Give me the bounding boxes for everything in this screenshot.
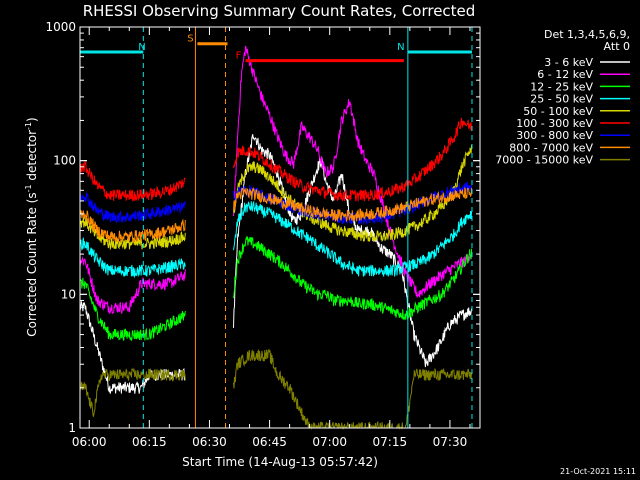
legend-item-25-50-kev: 25 - 50 keV [530, 93, 630, 106]
legend-item-50-100-kev: 50 - 100 keV [523, 105, 630, 118]
series-line-800-7000-kev-seg-1 [79, 209, 186, 244]
y-tick-label-100: 100 [53, 154, 76, 168]
legend-item-12-25-kev: 12 - 25 keV [530, 80, 630, 93]
x-tick-label-0730: 07:30 [433, 435, 468, 449]
tick-layer: 1 10 100 1000 06:00 06:15 06:30 06:45 07:00 07:15… [45, 20, 480, 449]
series-line-25-50-kev-seg-1 [79, 237, 186, 279]
x-tick-label-0630: 06:30 [192, 435, 227, 449]
plot-frame [79, 26, 481, 429]
series-line-7000-15000-kev-seg-2 [233, 348, 473, 430]
y-axis-label-end: ) [25, 117, 39, 122]
flag-label-s-3: S [187, 34, 193, 45]
series-line-300-800-kev-seg-1 [79, 191, 186, 223]
legend-header-2: Att 0 [604, 40, 630, 53]
legend-label-3-6-kev: 3 - 6 keV [544, 56, 593, 69]
series-12-25-kev [79, 236, 473, 342]
y-axis-label-mid: detector [25, 130, 39, 185]
chart-title: RHESSI Observing Summary Count Rates, Co… [83, 2, 476, 20]
series-line-12-25-kev-seg-1 [79, 277, 186, 342]
series-layer [79, 45, 473, 430]
y-axis-label-main: Corrected Count Rate (s [25, 192, 39, 336]
y-tick-label-10: 10 [61, 287, 76, 301]
x-axis-label: Start Time (14-Aug-13 05:57:42) [182, 455, 378, 469]
series-line-25-50-kev-seg-2 [233, 200, 473, 277]
y-axis-label-sup2: -1 [24, 122, 33, 130]
x-tick-label-0700: 07:00 [312, 435, 347, 449]
series-7000-15000-kev [79, 348, 473, 430]
legend-label-7000-15000-kev: 7000 - 15000 keV [495, 154, 593, 167]
series-line-300-800-kev-seg-2 [233, 182, 473, 226]
generation-timestamp: 21-Oct-2021 15:11 [560, 467, 636, 476]
series-800-7000-kev [79, 186, 473, 244]
x-tick-label-0615: 06:15 [132, 435, 167, 449]
legend-item-3-6-kev: 3 - 6 keV [544, 56, 630, 69]
x-tick-label-0715: 07:15 [373, 435, 408, 449]
legend-label-50-100-kev: 50 - 100 keV [523, 105, 593, 118]
flag-label-n-2: N [397, 42, 404, 53]
series-line-12-25-kev-seg-2 [233, 236, 473, 321]
series-line-50-100-kev-seg-2 [233, 144, 473, 242]
legend-label-6-12-kev: 6 - 12 keV [537, 68, 593, 81]
legend-label-25-50-kev: 25 - 50 keV [530, 93, 593, 106]
series-300-800-kev [79, 182, 473, 226]
legend-item-100-300-kev: 100 - 300 keV [516, 117, 630, 130]
series-line-100-300-kev-seg-1 [79, 161, 186, 203]
legend-label-100-300-kev: 100 - 300 keV [516, 117, 593, 130]
y-tick-label-1: 1 [68, 421, 76, 435]
series-line-100-300-kev-seg-2 [233, 117, 473, 202]
y-axis-label: Corrected Count Rate (s-1 detector-1) [24, 117, 39, 336]
y-tick-label-1000: 1000 [45, 20, 76, 34]
series-25-50-kev [79, 200, 473, 279]
legend-item-800-7000-kev: 800 - 7000 keV [509, 141, 630, 154]
legend-label-300-800-kev: 300 - 800 keV [516, 129, 593, 142]
series-6-12-kev [79, 45, 472, 315]
series-line-800-7000-kev-seg-2 [233, 186, 473, 223]
legend-label-800-7000-kev: 800 - 7000 keV [509, 141, 593, 154]
legend-item-7000-15000-kev: 7000 - 15000 keV [495, 154, 630, 167]
x-tick-label-0600: 06:00 [72, 435, 107, 449]
series-line-7000-15000-kev-seg-1 [79, 367, 186, 417]
marker-layer: N N S F [80, 27, 473, 428]
series-line-6-12-kev-seg-1 [79, 256, 186, 315]
series-line-6-12-kev-seg-2 [233, 45, 472, 298]
flag-label-n-1: N [138, 42, 145, 53]
series-100-300-kev [79, 117, 473, 203]
x-tick-label-0645: 06:45 [252, 435, 287, 449]
legend-label-12-25-kev: 12 - 25 keV [530, 80, 593, 93]
flag-label-f-4: F [236, 51, 242, 62]
legend-header-1: Det 1,3,4,5,6,9, [544, 28, 630, 41]
y-axis-label-sup1: -1 [24, 184, 33, 192]
legend-item-300-800-kev: 300 - 800 keV [516, 129, 630, 142]
legend-item-6-12-kev: 6 - 12 keV [537, 68, 630, 81]
